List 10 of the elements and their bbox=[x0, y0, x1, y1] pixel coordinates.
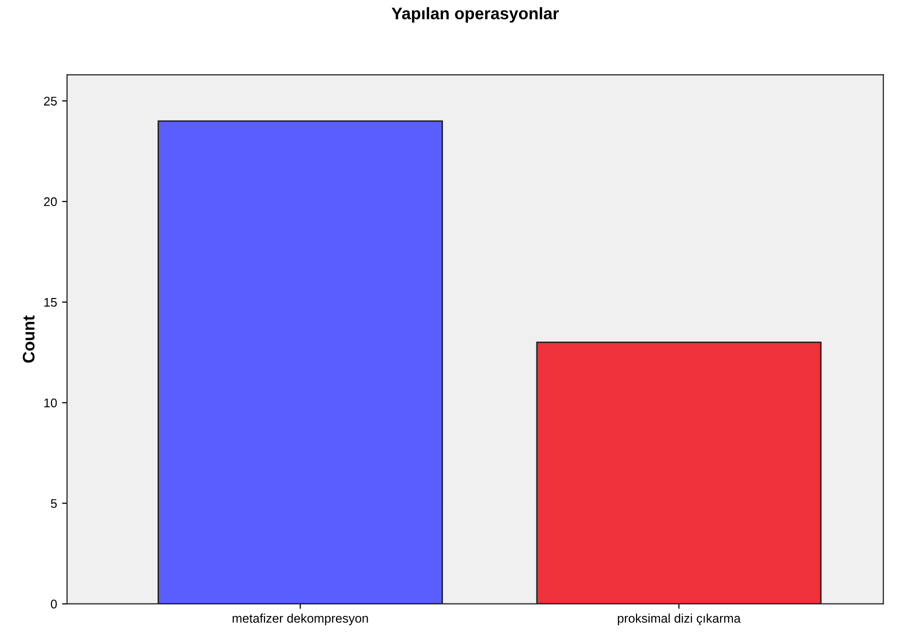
y-tick-label: 20 bbox=[44, 197, 57, 206]
y-tick-label: 0 bbox=[50, 600, 57, 609]
y-tick-label: 10 bbox=[44, 398, 57, 408]
y-tick-label: 15 bbox=[44, 298, 57, 307]
chart-title: Yapılan operasyonlar bbox=[392, 7, 559, 23]
x-tick-label: metafizer dekompresyon bbox=[232, 614, 368, 626]
x-tick-label: proksimal dizi çıkarma bbox=[618, 614, 741, 626]
y-axis-title: Count bbox=[22, 315, 35, 363]
y-tick-label: 25 bbox=[44, 96, 57, 106]
y-tick-label: 5 bbox=[50, 499, 57, 508]
